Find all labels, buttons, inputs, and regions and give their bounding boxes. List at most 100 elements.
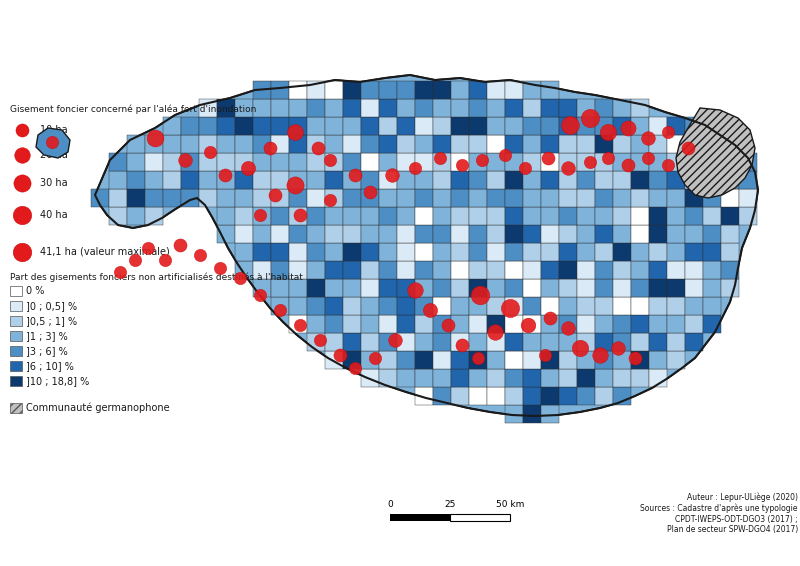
Point bbox=[334, 350, 346, 359]
Bar bbox=[181, 135, 199, 153]
Bar bbox=[325, 117, 343, 135]
Point bbox=[289, 127, 302, 136]
Bar bbox=[487, 333, 505, 351]
Bar bbox=[649, 225, 667, 243]
Bar bbox=[595, 153, 613, 171]
Bar bbox=[451, 189, 469, 207]
Bar bbox=[289, 117, 307, 135]
Bar bbox=[415, 369, 433, 387]
Bar bbox=[253, 99, 271, 117]
Bar bbox=[577, 261, 595, 279]
Bar bbox=[325, 261, 343, 279]
Bar bbox=[361, 243, 379, 261]
Bar bbox=[451, 333, 469, 351]
Point bbox=[522, 320, 534, 329]
Bar bbox=[613, 171, 631, 189]
Text: ]0,5 ; 1] %: ]0,5 ; 1] % bbox=[26, 316, 77, 326]
Bar bbox=[631, 153, 649, 171]
Bar bbox=[523, 333, 541, 351]
Bar bbox=[577, 369, 595, 387]
Bar bbox=[469, 369, 487, 387]
Bar bbox=[469, 297, 487, 315]
Bar bbox=[631, 279, 649, 297]
Point bbox=[629, 354, 642, 363]
Point bbox=[456, 341, 469, 350]
Bar bbox=[163, 117, 181, 135]
Bar bbox=[541, 153, 559, 171]
Bar bbox=[703, 207, 721, 225]
Bar bbox=[325, 153, 343, 171]
Bar bbox=[595, 297, 613, 315]
Bar bbox=[523, 225, 541, 243]
Text: ]10 ; 18,8] %: ]10 ; 18,8] % bbox=[26, 376, 90, 386]
Bar bbox=[505, 189, 523, 207]
Bar bbox=[361, 279, 379, 297]
Bar bbox=[253, 225, 271, 243]
Point bbox=[16, 178, 29, 187]
Bar bbox=[487, 189, 505, 207]
Point bbox=[574, 344, 586, 353]
Point bbox=[323, 156, 337, 165]
Bar bbox=[217, 135, 235, 153]
Bar bbox=[343, 225, 361, 243]
Bar bbox=[451, 207, 469, 225]
Bar bbox=[415, 153, 433, 171]
Bar bbox=[307, 333, 325, 351]
Bar bbox=[199, 117, 217, 135]
Bar bbox=[595, 315, 613, 333]
Bar bbox=[721, 225, 739, 243]
Bar bbox=[469, 225, 487, 243]
Bar bbox=[181, 189, 199, 207]
Bar bbox=[397, 189, 415, 207]
Bar bbox=[667, 135, 685, 153]
Bar bbox=[631, 297, 649, 315]
Text: ]0 ; 0,5] %: ]0 ; 0,5] % bbox=[26, 301, 77, 311]
Bar bbox=[559, 243, 577, 261]
Bar bbox=[325, 333, 343, 351]
Bar bbox=[415, 243, 433, 261]
Bar bbox=[613, 207, 631, 225]
Bar bbox=[433, 297, 451, 315]
Bar bbox=[505, 369, 523, 387]
Bar bbox=[631, 243, 649, 261]
Bar bbox=[325, 207, 343, 225]
Bar bbox=[181, 171, 199, 189]
Bar bbox=[127, 189, 145, 207]
Bar bbox=[415, 261, 433, 279]
Bar bbox=[397, 369, 415, 387]
Bar bbox=[559, 351, 577, 369]
Bar bbox=[685, 135, 703, 153]
Bar bbox=[181, 117, 199, 135]
Bar bbox=[235, 225, 253, 243]
Bar bbox=[667, 153, 685, 171]
Point bbox=[544, 314, 557, 323]
Point bbox=[214, 263, 226, 272]
Bar bbox=[685, 279, 703, 297]
Bar bbox=[217, 189, 235, 207]
Bar bbox=[217, 99, 235, 117]
Bar bbox=[361, 369, 379, 387]
Bar bbox=[613, 279, 631, 297]
Bar bbox=[469, 315, 487, 333]
Bar bbox=[487, 117, 505, 135]
Bar bbox=[361, 135, 379, 153]
Bar bbox=[595, 225, 613, 243]
Bar bbox=[379, 243, 397, 261]
Bar bbox=[469, 243, 487, 261]
Bar bbox=[361, 99, 379, 117]
Point bbox=[203, 148, 216, 157]
Bar bbox=[667, 117, 685, 135]
Bar bbox=[361, 117, 379, 135]
Bar bbox=[469, 333, 487, 351]
Point bbox=[46, 138, 58, 147]
Bar bbox=[415, 207, 433, 225]
Bar bbox=[163, 189, 181, 207]
Bar bbox=[469, 153, 487, 171]
Bar bbox=[343, 207, 361, 225]
Bar bbox=[235, 135, 253, 153]
Bar bbox=[127, 171, 145, 189]
Bar bbox=[397, 225, 415, 243]
Bar bbox=[451, 279, 469, 297]
Bar bbox=[613, 351, 631, 369]
Bar bbox=[450, 514, 510, 521]
